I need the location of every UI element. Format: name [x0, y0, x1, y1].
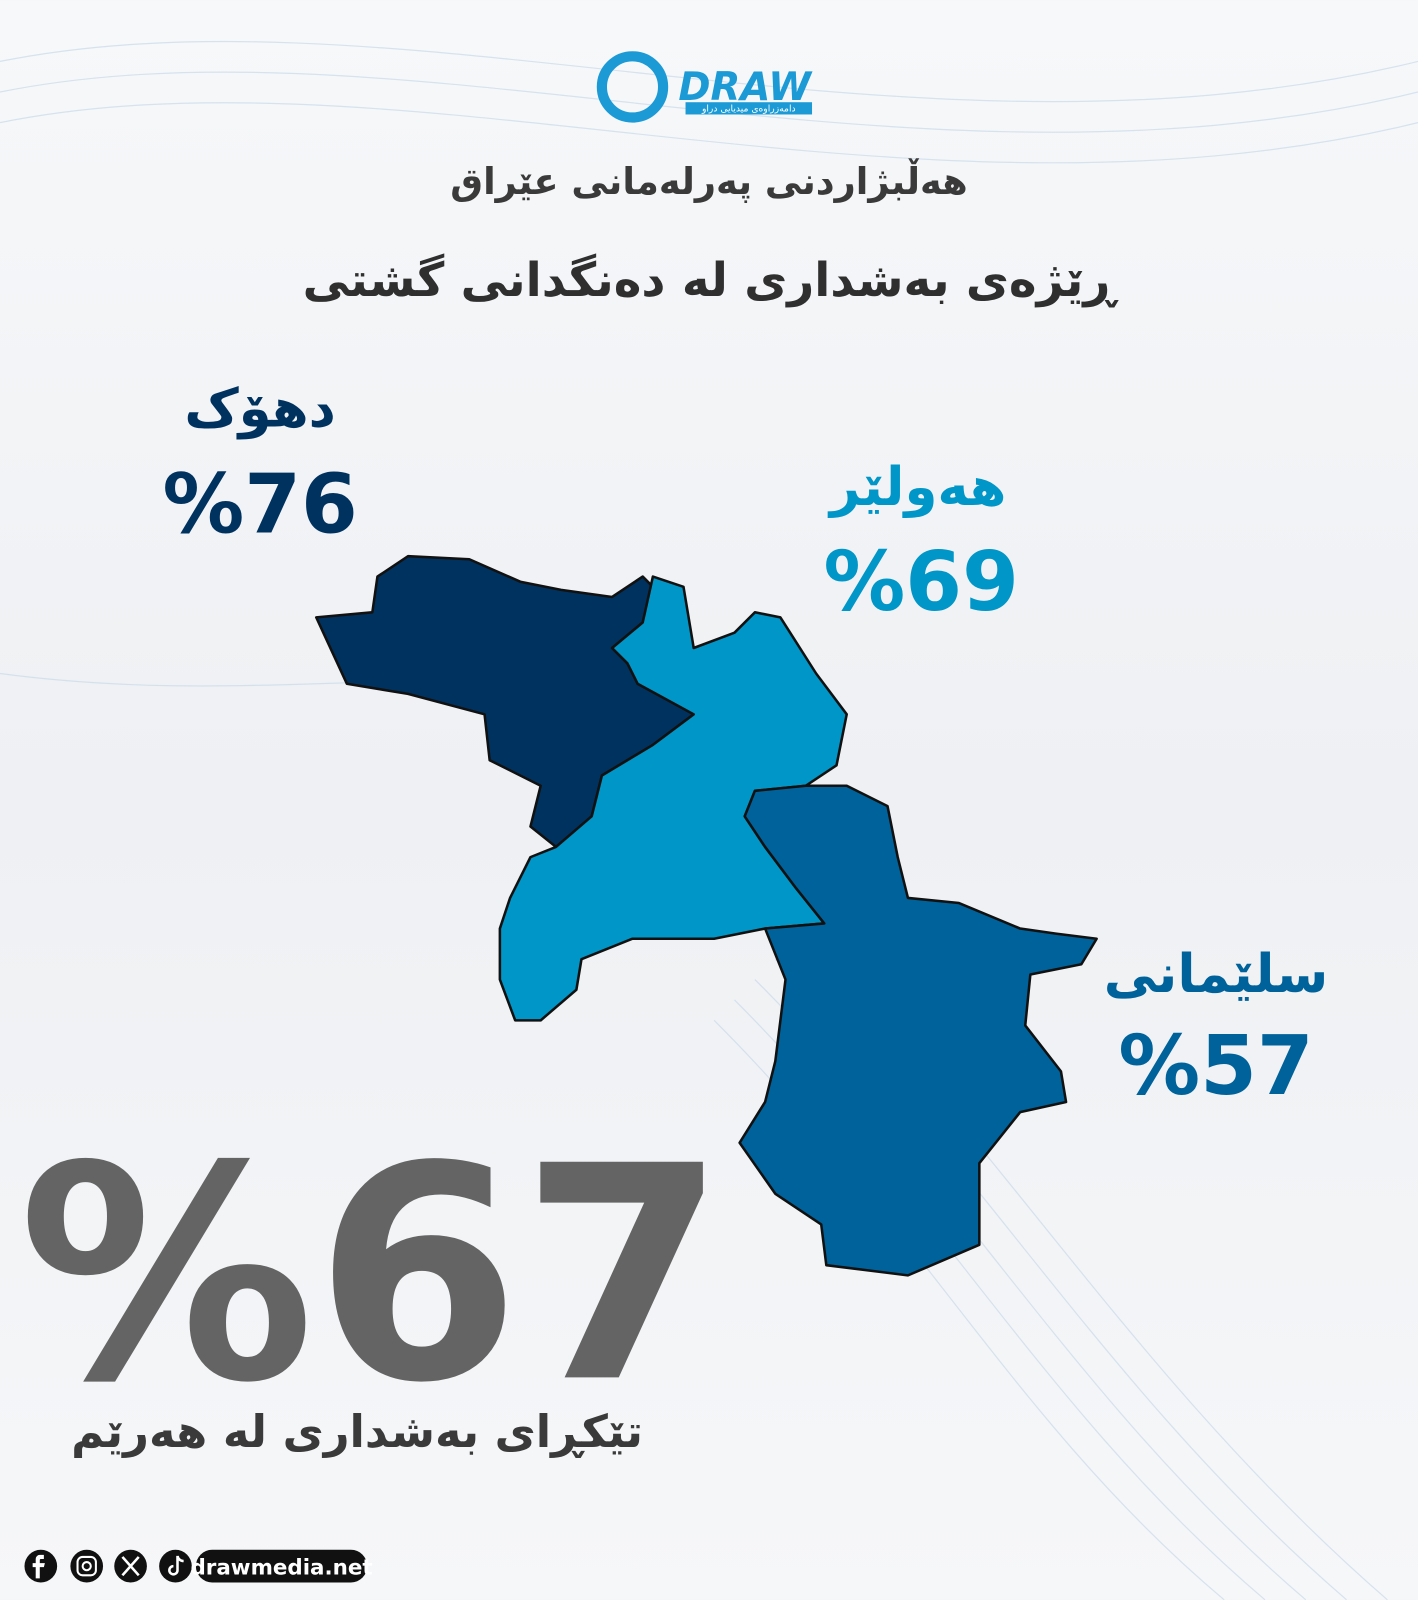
title: هەڵبژاردنی پەرلەمانی عێراق — [450, 158, 967, 203]
sulaimani-region — [738, 784, 1098, 1277]
website-pill — [195, 1549, 368, 1583]
region-percent: %69 — [824, 535, 1019, 630]
logo: DRAW دامەزراوەی میدیایی دراو — [596, 51, 813, 123]
subtitle: ڕێژەی بەشداری لە دەنگدانی گشتی — [303, 253, 1120, 308]
logo-band — [685, 102, 813, 115]
region-name: دهۆک — [184, 378, 336, 440]
logo-tagline: دامەزراوەی میدیایی دراو — [701, 103, 796, 114]
total-percent: %67 — [18, 1102, 726, 1447]
logo-ring — [596, 51, 669, 123]
instagram-icon — [70, 1549, 104, 1583]
region-name: هەولێر — [827, 456, 1006, 518]
erbil-region — [498, 575, 848, 1022]
social-icons — [24, 1549, 368, 1583]
tiktok-icon — [159, 1549, 192, 1583]
total-caption: تێکڕای بەشداری لە هەرێم — [71, 1405, 643, 1458]
region-percent: %57 — [1118, 1019, 1313, 1114]
region-percent: %76 — [162, 458, 357, 553]
map — [314, 554, 1098, 1277]
region-name: سلێمانی — [1104, 943, 1328, 1005]
website: drawmedia.net — [190, 1555, 372, 1580]
